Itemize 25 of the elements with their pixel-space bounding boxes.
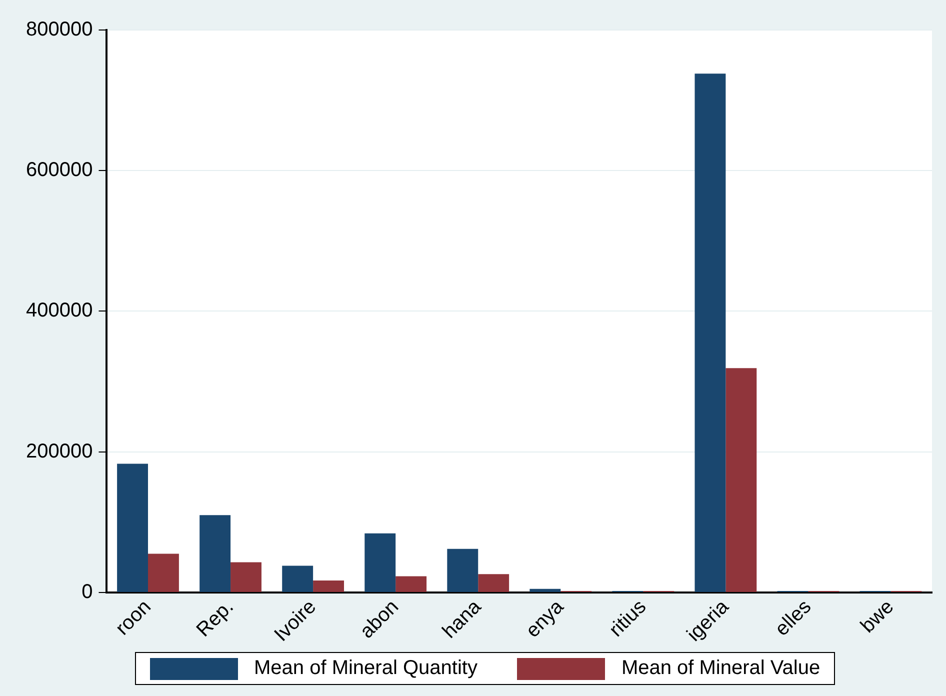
- y-tick-label: 800000: [26, 18, 93, 41]
- y-tick-label: 600000: [26, 159, 93, 182]
- x-tick-label: elles: [771, 596, 816, 640]
- legend-label: Mean of Mineral Value: [621, 657, 820, 680]
- bar: [282, 566, 314, 592]
- y-tick-label: 0: [82, 580, 93, 603]
- bar: [117, 464, 148, 592]
- bar: [230, 562, 262, 592]
- bar: [396, 576, 427, 592]
- bar: [447, 548, 478, 592]
- bar: [726, 368, 757, 592]
- x-tick-label: bwe: [856, 596, 898, 638]
- bar: [530, 588, 561, 592]
- x-tick-label: Rep.: [192, 596, 238, 642]
- legend-label: Mean of Mineral Quantity: [254, 657, 478, 680]
- bar: [364, 533, 396, 592]
- bar: [148, 554, 179, 592]
- x-tick-label: enya: [522, 595, 569, 642]
- bar: [200, 515, 231, 592]
- bar: [478, 574, 510, 592]
- y-tick-label: 200000: [26, 440, 93, 462]
- x-tick-label: roon: [112, 596, 156, 640]
- bar: [694, 74, 726, 592]
- y-tick-label: 400000: [26, 300, 93, 322]
- bar: [313, 580, 344, 592]
